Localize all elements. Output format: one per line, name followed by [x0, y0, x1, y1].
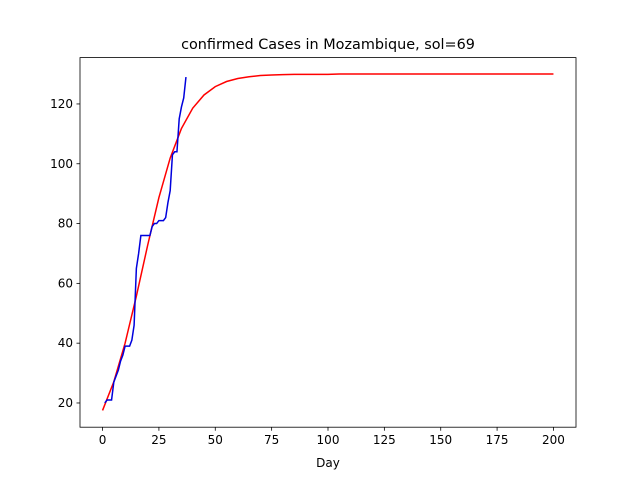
x-tick-label: 100 — [317, 433, 340, 447]
x-tick-label: 200 — [542, 433, 565, 447]
chart-title: confirmed Cases in Mozambique, sol=69 — [181, 37, 475, 53]
y-tick-label: 60 — [58, 276, 73, 290]
x-tick-label: 175 — [486, 433, 509, 447]
plot-frame — [79, 57, 577, 428]
x-tick-label: 50 — [208, 433, 223, 447]
y-tick-label: 100 — [50, 157, 73, 171]
x-tick-label: 75 — [264, 433, 279, 447]
x-tick-label: 125 — [373, 433, 396, 447]
x-axis-label: Day — [316, 456, 340, 470]
data-line — [104, 76, 187, 404]
y-tick-label: 40 — [58, 336, 73, 350]
y-tick-label: 80 — [58, 217, 73, 231]
x-tick-label: 0 — [99, 433, 107, 447]
y-tick-label: 120 — [50, 97, 73, 111]
y-tick-label: 20 — [58, 396, 73, 410]
x-tick-label: 25 — [151, 433, 166, 447]
x-tick-label: 150 — [429, 433, 452, 447]
